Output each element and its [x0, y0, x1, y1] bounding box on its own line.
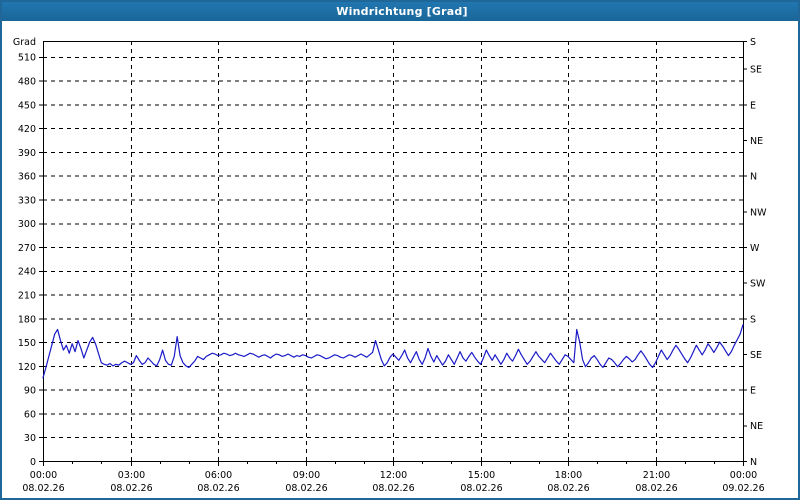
x-tick-date-label: 08.02.26 [372, 483, 414, 494]
chart-canvas: 0 30 60 90 120 150 180 210 240 270 300 330 360 390 420… [2, 21, 798, 498]
x-tick-date-label: 09.02.26 [722, 483, 764, 494]
x-tick-time-label: 09:00 [293, 470, 320, 481]
x-tick-time-label: 06:00 [205, 470, 232, 481]
x-tick-time-label: 15:00 [468, 470, 495, 481]
y-tick-label: 510 [18, 53, 36, 64]
y-tick-label: 210 [18, 290, 36, 301]
right-axis-label: E [750, 100, 756, 111]
right-axis-label: S [750, 37, 756, 48]
y-tick-label: 300 [18, 219, 36, 230]
x-tick-date-label: 08.02.26 [460, 483, 502, 494]
right-axis-label: SW [750, 279, 766, 290]
right-axis-label: NE [750, 421, 763, 432]
x-tick-date-label: 08.02.26 [22, 483, 64, 494]
x-tick-date-label: 08.02.26 [110, 483, 152, 494]
x-tick-time-label: 18:00 [555, 470, 582, 481]
y-tick-label: 390 [18, 148, 36, 159]
right-axis-label: SE [750, 65, 762, 76]
x-tick-date-label: 08.02.26 [635, 483, 677, 494]
right-axis-label: S [750, 314, 756, 325]
x-tick-time-label: 00:00 [730, 470, 757, 481]
y-tick-label: 120 [18, 362, 36, 373]
right-axis-label: N [750, 172, 757, 183]
y-tick-label: 180 [18, 314, 36, 325]
series-line-windrichtung [42, 324, 744, 379]
right-axis-label: NW [750, 207, 767, 218]
y-tick-label: 330 [18, 195, 36, 206]
y-tick-label: 360 [18, 172, 36, 183]
right-axis-label: W [750, 243, 760, 254]
x-tick-time-label: 00:00 [30, 470, 57, 481]
page-title: Windrichtung [Grad] [336, 5, 468, 18]
window-title-bar: Windrichtung [Grad] [2, 2, 798, 21]
x-tick-date-label: 08.02.26 [547, 483, 589, 494]
y-tick-label: 60 [24, 409, 36, 420]
x-tick-time-label: 12:00 [380, 470, 407, 481]
right-axis-label: SE [750, 350, 762, 361]
right-axis-label: NE [750, 136, 763, 147]
x-tick-time-label: 21:00 [643, 470, 670, 481]
y-tick-label: 450 [18, 100, 36, 111]
x-tick-date-label: 08.02.26 [197, 483, 239, 494]
y-tick-label: 0 [30, 457, 36, 468]
x-tick-time-label: 03:00 [118, 470, 145, 481]
y-tick-label: 90 [24, 386, 36, 397]
y-tick-label: 240 [18, 267, 36, 278]
wind-direction-line-chart: 0 30 60 90 120 150 180 210 240 270 300 330 360 390 420… [13, 37, 767, 494]
y-tick-label: 480 [18, 77, 36, 88]
y-tick-label: 420 [18, 124, 36, 135]
plot-frame [43, 41, 744, 462]
right-axis-label: N [750, 457, 757, 468]
y-tick-label: 30 [24, 433, 36, 444]
y-axis-title: Grad [13, 37, 36, 48]
y-tick-label: 150 [18, 338, 36, 349]
x-tick-date-label: 08.02.26 [285, 483, 327, 494]
y-tick-label: 270 [18, 243, 36, 254]
right-axis-label: E [750, 386, 756, 397]
